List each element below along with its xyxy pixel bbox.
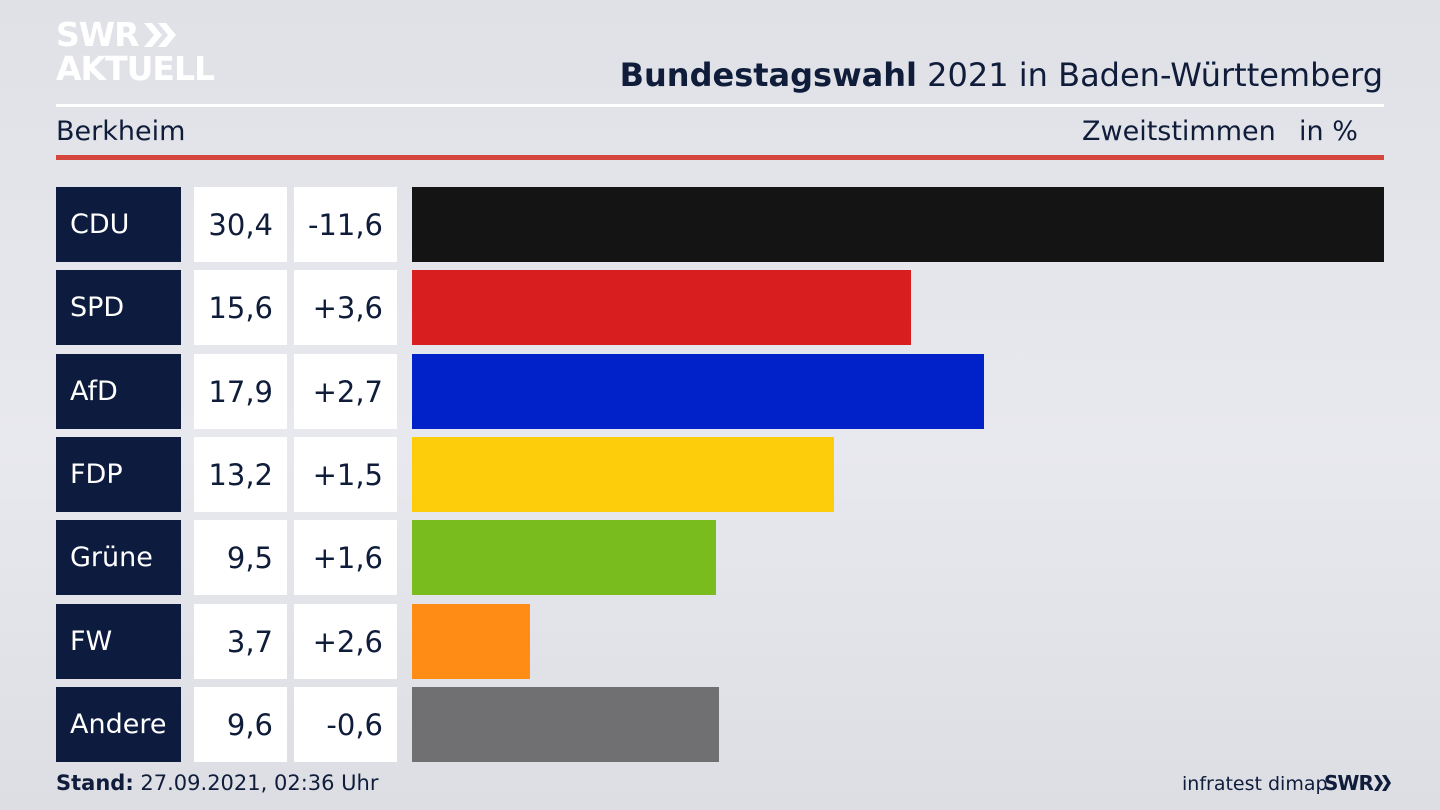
bar <box>412 437 834 512</box>
change-label: +1,6 <box>294 520 397 595</box>
stand-value: 27.09.2021, 02:36 Uhr <box>133 771 379 795</box>
chart-row: SPD 15,6 +3,6 <box>0 270 1440 345</box>
swr-aktuell-logo: SWR AKTUELL <box>56 15 215 88</box>
chart-row: CDU 30,4 -11,6 <box>0 187 1440 262</box>
stand-label: Stand: <box>56 771 134 795</box>
footer-double-chevron-icon <box>1373 775 1391 791</box>
chart-row: Grüne 9,5 +1,6 <box>0 520 1440 595</box>
double-chevron-icon <box>143 23 176 47</box>
party-label: AfD <box>56 354 181 429</box>
change-label: -0,6 <box>294 687 397 762</box>
change-label: -11,6 <box>294 187 397 262</box>
source-credit: infratest dimap <box>1182 773 1328 795</box>
party-label: CDU <box>56 187 181 262</box>
chart-row: FDP 13,2 +1,5 <box>0 437 1440 512</box>
title-rest: 2021 in Baden-Württemberg <box>916 56 1383 94</box>
footer-swr-logo: SWR <box>1324 771 1393 795</box>
change-label: +3,6 <box>294 270 397 345</box>
party-label: Grüne <box>56 520 181 595</box>
bar <box>412 187 1384 262</box>
title-bold: Bundestagswahl <box>619 56 917 94</box>
unit-label: in % <box>1299 116 1358 147</box>
accent-divider <box>56 155 1384 160</box>
logo-aktuell-text: AKTUELL <box>56 49 215 88</box>
change-label: +2,7 <box>294 354 397 429</box>
vote-type-label: Zweitstimmen <box>1082 116 1276 147</box>
value-label: 9,5 <box>194 520 287 595</box>
change-label: +2,6 <box>294 604 397 679</box>
timestamp: Stand: 27.09.2021, 02:36 Uhr <box>56 771 379 795</box>
change-label: +1,5 <box>294 437 397 512</box>
chart-row: FW 3,7 +2,6 <box>0 604 1440 679</box>
value-label: 3,7 <box>194 604 287 679</box>
party-label: FW <box>56 604 181 679</box>
header-divider <box>56 104 1384 107</box>
value-label: 30,4 <box>194 187 287 262</box>
party-label: SPD <box>56 270 181 345</box>
party-label: Andere <box>56 687 181 762</box>
value-label: 15,6 <box>194 270 287 345</box>
value-label: 9,6 <box>194 687 287 762</box>
page-title: Bundestagswahl 2021 in Baden-Württemberg <box>620 56 1383 94</box>
value-label: 13,2 <box>194 437 287 512</box>
footer-logo-text: SWR <box>1324 771 1374 795</box>
bar <box>412 520 716 595</box>
party-label: FDP <box>56 437 181 512</box>
chart-row: Andere 9,6 -0,6 <box>0 687 1440 762</box>
bar <box>412 354 984 429</box>
bar <box>412 604 530 679</box>
region-label: Berkheim <box>56 116 186 147</box>
logo-swr-text: SWR <box>56 15 140 54</box>
value-label: 17,9 <box>194 354 287 429</box>
bar <box>412 687 719 762</box>
chart-row: AfD 17,9 +2,7 <box>0 354 1440 429</box>
bar <box>412 270 911 345</box>
